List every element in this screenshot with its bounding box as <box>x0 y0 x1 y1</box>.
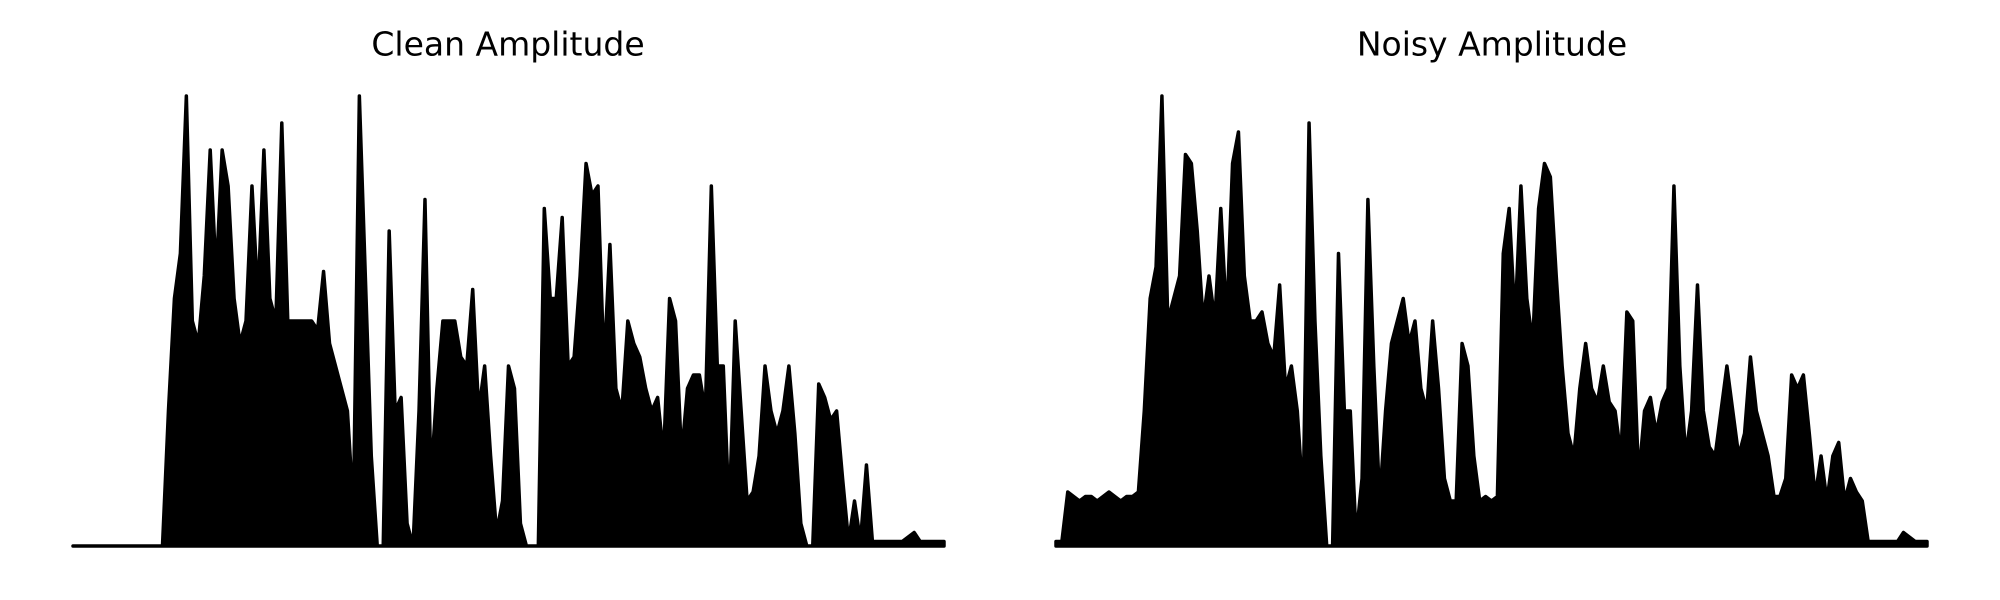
waveform <box>1054 94 1929 548</box>
waveform <box>71 94 946 548</box>
chart-title: Clean Amplitude <box>371 25 644 64</box>
chart-title: Noisy Amplitude <box>1357 25 1627 64</box>
